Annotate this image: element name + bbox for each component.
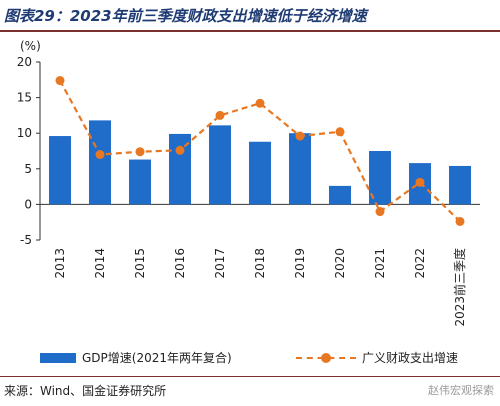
x-tick-label: 2014	[93, 248, 107, 279]
x-tick-label: 2022	[413, 248, 427, 279]
y-tick-label: 20	[17, 55, 32, 69]
title-divider	[0, 30, 500, 32]
gdp-bar	[449, 165, 471, 205]
x-tick-label: 2017	[213, 248, 227, 279]
y-axis-unit-label: (%)	[20, 39, 41, 53]
gdp-bar	[369, 151, 391, 205]
watermark-text: 赵伟宏观探索	[428, 384, 494, 397]
gdp-bar	[209, 125, 231, 205]
gdp-bar	[329, 185, 351, 205]
chart-legend: GDP增速(2021年两年复合) 广义财政支出增速	[0, 344, 500, 370]
gdp-bar	[249, 141, 271, 205]
fiscal-point	[415, 177, 425, 187]
y-tick-label: 0	[24, 197, 32, 211]
x-tick-label: 2021	[373, 248, 387, 279]
legend-line-swatch	[296, 352, 356, 364]
fiscal-point	[455, 216, 465, 226]
x-tick-label: 2016	[173, 248, 187, 279]
legend-label-fiscal: 广义财政支出增速	[362, 351, 459, 365]
x-tick-label: 2023前三季度	[452, 248, 467, 327]
gdp-bar	[129, 159, 151, 205]
fiscal-point	[335, 127, 345, 137]
y-tick-label: -5	[20, 233, 32, 247]
y-tick-label: 15	[17, 91, 32, 105]
fiscal-point	[55, 76, 65, 86]
chart-title: 图表29：2023年前三季度财政支出增速低于经济增速	[4, 7, 367, 25]
y-tick-label: 5	[24, 162, 32, 176]
x-tick-label: 2015	[133, 248, 147, 279]
x-tick-label: 2019	[293, 248, 307, 279]
legend-item-gdp: GDP增速(2021年两年复合)	[40, 349, 232, 366]
legend-item-fiscal: 广义财政支出增速	[296, 349, 458, 366]
gdp-bar	[289, 133, 311, 205]
fiscal-point	[295, 131, 305, 141]
footer-divider	[0, 376, 500, 377]
x-tick-label: 2018	[253, 248, 267, 279]
fiscal-point	[135, 147, 145, 157]
fiscal-point	[375, 207, 385, 217]
fiscal-point	[215, 110, 225, 120]
y-tick-label: 10	[17, 126, 32, 140]
x-tick-label: 2013	[53, 248, 67, 279]
source-note: 来源：Wind、国金证券研究所	[4, 384, 167, 398]
legend-label-gdp: GDP增速(2021年两年复合)	[82, 351, 232, 365]
chart-area: (%) -5 0 5 10 15 20 2013 2014 2015 2016 2017 2018 201…	[17, 39, 480, 327]
gdp-bar	[49, 136, 71, 205]
fiscal-point	[255, 98, 265, 108]
gdp-bar	[89, 120, 111, 205]
fiscal-point	[95, 150, 105, 160]
legend-bar-swatch	[40, 352, 76, 363]
fiscal-point	[175, 145, 185, 155]
x-tick-label: 2020	[333, 248, 347, 279]
gdp-bar	[169, 133, 191, 205]
fiscal-line	[59, 79, 461, 223]
